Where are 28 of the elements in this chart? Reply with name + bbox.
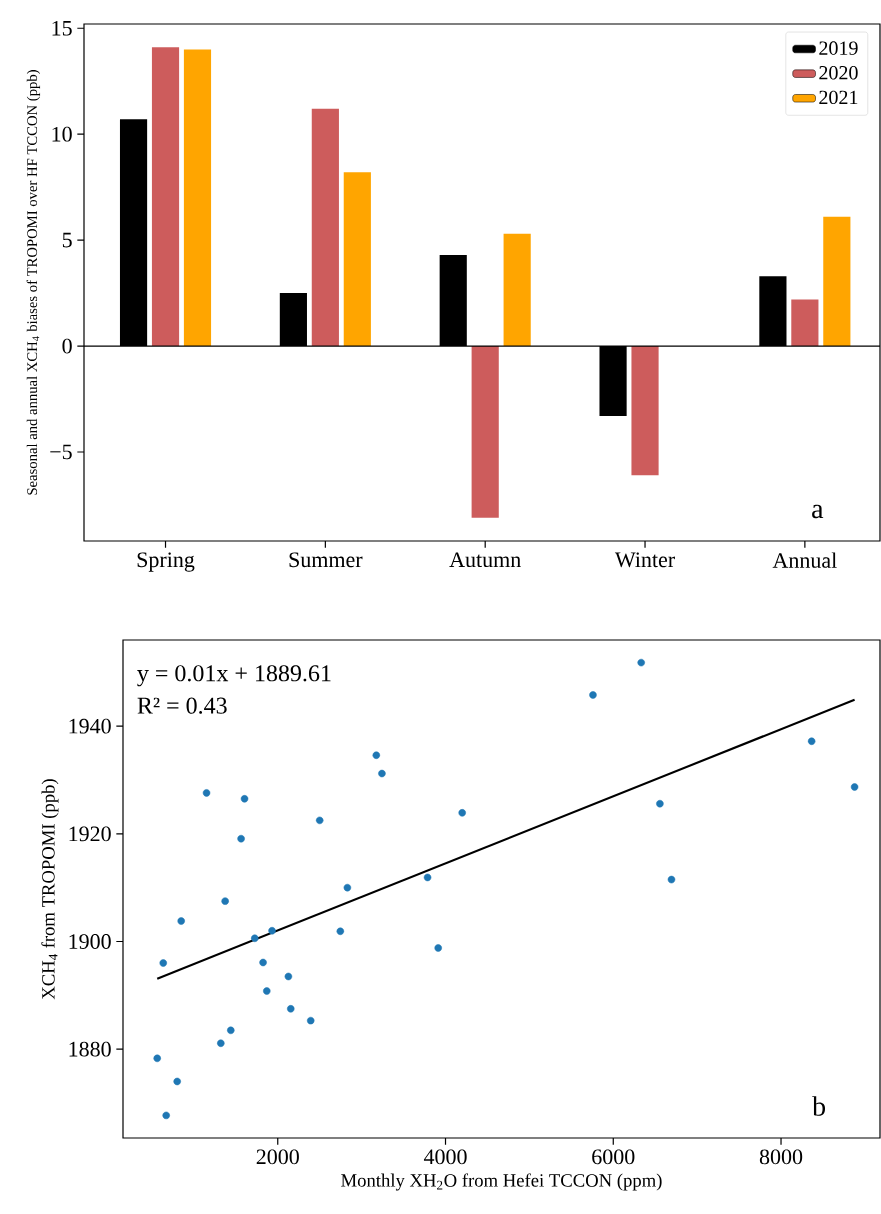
- legend-label: 2020: [819, 66, 858, 80]
- annotation: y = 0.01x + 1889.61: [137, 665, 331, 687]
- x-tick-label: 8000: [759, 1149, 803, 1165]
- annotation: R² = 0.43: [137, 697, 227, 714]
- y-tick-label: 1880: [69, 1041, 111, 1057]
- x-tick-label: 2000: [256, 1149, 299, 1165]
- x-tick-label: Winter: [614, 552, 675, 568]
- y-tick-label: 0: [62, 338, 72, 354]
- legend-label: 2021: [819, 90, 858, 105]
- annotation: b: [812, 1096, 826, 1116]
- x-tick-label: 4000: [423, 1149, 467, 1165]
- y-tick-label: 1940: [69, 718, 111, 734]
- x-axis-title: Monthly XH$_{2}$O from Hefei TCCON (ppm): [341, 1173, 662, 1191]
- x-tick-label: Spring: [137, 552, 195, 572]
- y-tick-label: 10: [52, 126, 72, 142]
- x-tick-label: 6000: [592, 1149, 635, 1165]
- y-tick-label: 15: [52, 20, 72, 36]
- y-tick-label: 1920: [69, 826, 111, 842]
- x-tick-label: Autumn: [449, 552, 521, 568]
- x-tick-label: Annual: [772, 552, 837, 568]
- y-tick-label: −5: [50, 444, 72, 460]
- annotation: a: [812, 504, 824, 519]
- y-tick-label: 1900: [69, 934, 111, 949]
- legend-label: 2019: [819, 41, 858, 55]
- y-axis-title: Seasonal and annual XCH$_{4}$ biases of TROPOMI over HF TCCON (ppb): [26, 70, 41, 495]
- y-tick-label: 5: [62, 232, 72, 248]
- y-axis-title: XCH$_{4}$ from TROPOMI (ppb): [41, 779, 59, 1000]
- x-tick-label: Summer: [289, 552, 363, 568]
